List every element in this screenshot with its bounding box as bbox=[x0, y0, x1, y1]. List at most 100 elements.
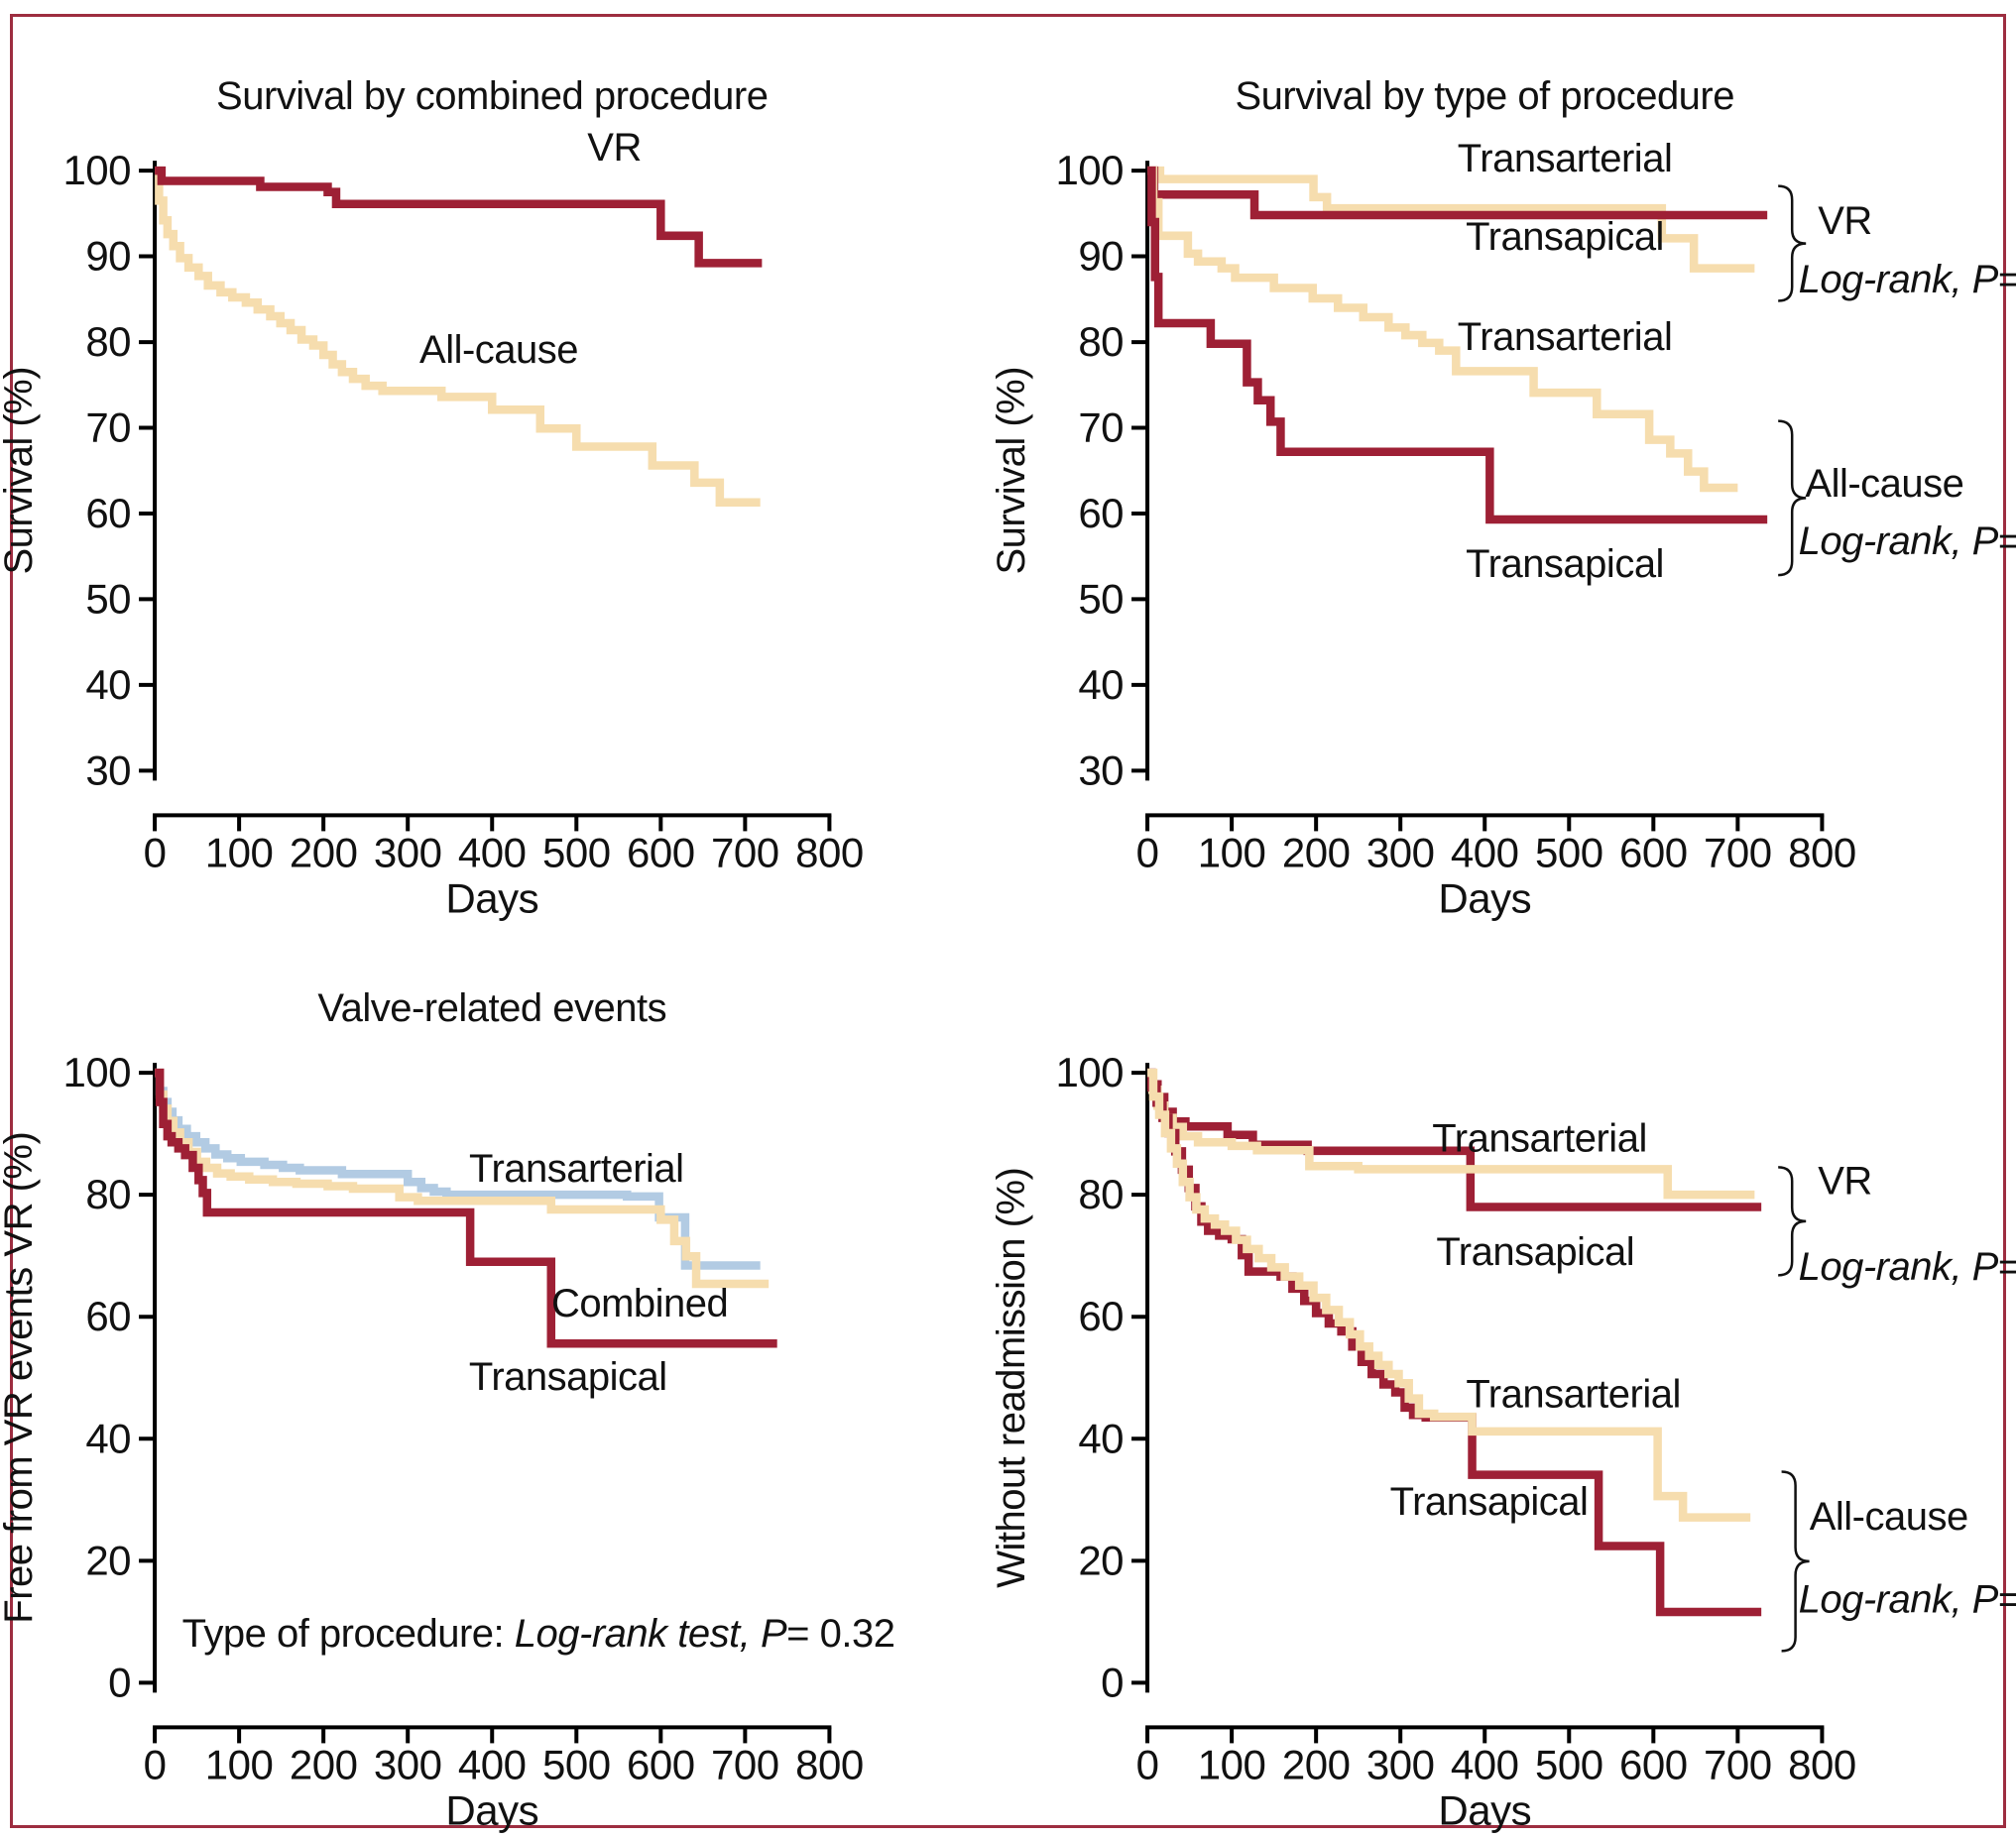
km-curve-all-cause-transapical bbox=[1146, 166, 1767, 524]
x-tick-label: 800 bbox=[1788, 1742, 1856, 1788]
x-tick-label: 500 bbox=[542, 1742, 611, 1788]
annotation-log-rank-p-0-96: Log-rank, P=0.96 bbox=[1798, 1246, 2016, 1290]
y-tick-label: 20 bbox=[1078, 1538, 1124, 1584]
km-curve-vr-transarterial bbox=[1146, 166, 1754, 273]
x-tick-label: 600 bbox=[1619, 1742, 1688, 1788]
annotation-log-rank-p-0-08: Log-rank, P=0.08 bbox=[1798, 519, 2016, 563]
y-tick-label: 90 bbox=[85, 233, 131, 280]
x-tick-label: 200 bbox=[290, 829, 358, 875]
annotation-type-of-procedure-log-rank-test-p-0-32: Type of procedure: Log-rank test, P= 0.3… bbox=[182, 1612, 895, 1656]
y-tick-label: 30 bbox=[1078, 747, 1124, 793]
panel-survival-type-of-procedure: Survival by type of procedure 30 40 50 60 70 8… bbox=[990, 74, 2016, 921]
panel-grid: Survival by combined procedure 30 40 50 60 70… bbox=[0, 12, 2016, 1837]
x-tick-label: 0 bbox=[144, 829, 167, 875]
annotation-transarterial: Transarterial bbox=[1466, 1373, 1681, 1417]
y-axis bbox=[1130, 1063, 1149, 1693]
x-tick-label: 200 bbox=[1281, 829, 1350, 875]
annotation-transapical: Transapical bbox=[1436, 1230, 1634, 1274]
x-tick-label: 100 bbox=[205, 1742, 274, 1788]
annotation-vr: VR bbox=[587, 126, 642, 170]
km-curve-vr bbox=[155, 166, 763, 268]
x-tick-label: 700 bbox=[1704, 829, 1772, 875]
x-axis bbox=[153, 1725, 832, 1744]
y-tick-label: 100 bbox=[1055, 147, 1124, 193]
y-axis bbox=[139, 161, 158, 781]
x-tick-label: 400 bbox=[1450, 1742, 1518, 1788]
x-tick-label: 0 bbox=[144, 1742, 167, 1788]
y-tick-label: 100 bbox=[1055, 1050, 1124, 1096]
x-tick-label: 300 bbox=[1365, 1742, 1434, 1788]
annotation-combined: Combined bbox=[551, 1283, 728, 1326]
y-axis-label: Survival (%) bbox=[0, 367, 41, 575]
y-tick-label: 70 bbox=[1078, 404, 1124, 451]
group-brace-0 bbox=[1777, 1166, 1806, 1278]
group-brace-1 bbox=[1777, 419, 1806, 577]
x-tick-label: 400 bbox=[458, 1742, 527, 1788]
annotation-log-rank-p-0-73: Log-rank, P=0.73 bbox=[1798, 1578, 2016, 1622]
panel-valve-related-events: Valve-related events 0 20 40 60 80 100 Free fro… bbox=[0, 987, 895, 1834]
y-tick-label: 40 bbox=[1078, 1416, 1124, 1462]
x-tick-label: 400 bbox=[1450, 829, 1518, 875]
annotation-log-rank-p-0-79: Log-rank, P=0.79 bbox=[1798, 258, 2016, 301]
y-tick-label: 80 bbox=[85, 318, 131, 365]
y-tick-label: 100 bbox=[62, 1050, 131, 1096]
x-tick-label: 300 bbox=[374, 1742, 442, 1788]
y-axis-label: Survival (%) bbox=[990, 367, 1033, 575]
chart-title: Survival by type of procedure bbox=[1235, 74, 1734, 118]
y-tick-label: 40 bbox=[85, 1416, 131, 1462]
panel-without-readmission: 0 20 40 60 80 100 Without readmission (%) 0 100 2… bbox=[990, 1050, 2016, 1834]
annotation-vr: VR bbox=[1818, 199, 1872, 243]
group-brace-0 bbox=[1777, 184, 1806, 302]
chart-title: Survival by combined procedure bbox=[216, 74, 768, 118]
x-tick-label: 800 bbox=[795, 829, 864, 875]
x-tick-label: 700 bbox=[711, 1742, 779, 1788]
x-axis-label: Days bbox=[445, 1787, 538, 1834]
y-tick-label: 90 bbox=[1078, 233, 1124, 280]
annotation-vr: VR bbox=[1818, 1160, 1872, 1204]
y-tick-label: 100 bbox=[62, 147, 131, 193]
annotation-all-cause: All-cause bbox=[1805, 462, 1963, 506]
y-tick-label: 0 bbox=[1101, 1660, 1124, 1706]
x-tick-label: 600 bbox=[627, 829, 695, 875]
annotation-all-cause: All-cause bbox=[419, 328, 578, 372]
km-curve-all-cause bbox=[155, 166, 761, 507]
km-curve-combined bbox=[155, 1069, 770, 1289]
y-tick-label: 80 bbox=[1078, 1172, 1124, 1218]
x-axis-label: Days bbox=[445, 874, 538, 921]
km-curve-all-cause-transarterial bbox=[1146, 166, 1737, 493]
km-curve-all-cause-transarterial bbox=[1146, 1069, 1750, 1523]
x-axis-label: Days bbox=[1438, 1787, 1531, 1834]
x-tick-label: 300 bbox=[374, 829, 442, 875]
x-tick-label: 200 bbox=[290, 1742, 358, 1788]
y-tick-label: 50 bbox=[85, 575, 131, 622]
x-tick-label: 600 bbox=[627, 1742, 695, 1788]
y-axis bbox=[139, 1063, 158, 1693]
annotation-all-cause: All-cause bbox=[1809, 1495, 1967, 1539]
y-axis-label: Without readmission (%) bbox=[990, 1168, 1033, 1588]
x-tick-label: 300 bbox=[1365, 829, 1434, 875]
x-axis-label: Days bbox=[1438, 874, 1531, 921]
annotation-transapical: Transapical bbox=[1389, 1480, 1588, 1524]
km-curve-transarterial bbox=[155, 1069, 761, 1271]
annotation-transapical: Transapical bbox=[1466, 215, 1664, 259]
y-tick-label: 60 bbox=[85, 490, 131, 536]
y-tick-label: 60 bbox=[85, 1294, 131, 1340]
y-tick-label: 50 bbox=[1078, 575, 1124, 622]
y-tick-label: 60 bbox=[1078, 490, 1124, 536]
y-tick-label: 40 bbox=[85, 661, 131, 708]
annotation-transapical: Transapical bbox=[1466, 542, 1664, 586]
x-tick-label: 600 bbox=[1619, 829, 1688, 875]
x-tick-label: 800 bbox=[1788, 829, 1856, 875]
x-tick-label: 800 bbox=[795, 1742, 864, 1788]
annotation-transapical: Transapical bbox=[469, 1355, 667, 1399]
x-tick-label: 0 bbox=[1135, 1742, 1158, 1788]
x-tick-label: 100 bbox=[205, 829, 274, 875]
x-axis bbox=[1144, 1725, 1824, 1744]
y-tick-label: 80 bbox=[1078, 318, 1124, 365]
y-tick-label: 0 bbox=[108, 1660, 131, 1706]
annotation-transarterial: Transarterial bbox=[1432, 1117, 1647, 1161]
y-tick-label: 80 bbox=[85, 1172, 131, 1218]
y-axis-label: Free from VR events VR (%) bbox=[0, 1132, 41, 1624]
y-tick-label: 30 bbox=[85, 747, 131, 793]
